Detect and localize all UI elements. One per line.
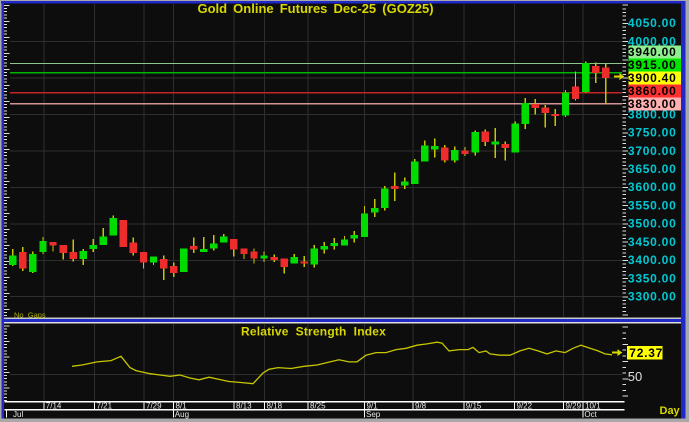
svg-text:7/21: 7/21: [97, 401, 113, 410]
svg-text:Oct: Oct: [584, 410, 597, 419]
svg-text:Jul: Jul: [13, 410, 23, 419]
svg-text:9/15: 9/15: [466, 401, 482, 410]
svg-text:8/1: 8/1: [176, 401, 188, 410]
svg-text:3350.00: 3350.00: [628, 271, 677, 285]
svg-text:4000.00: 4000.00: [628, 34, 677, 48]
svg-text:9/22: 9/22: [517, 401, 533, 410]
svg-text:8/25: 8/25: [310, 401, 326, 410]
svg-text:9/8: 9/8: [415, 401, 427, 410]
svg-text:7/14: 7/14: [46, 401, 62, 410]
svg-text:Relative Strength Index: Relative Strength Index: [241, 324, 386, 338]
svg-text:Gold Online Futures Dec-25 (GO: Gold Online Futures Dec-25 (GOZ25): [197, 1, 433, 16]
svg-text:Aug: Aug: [175, 410, 189, 419]
svg-text:3915.00: 3915.00: [628, 58, 677, 72]
svg-text:3940.00: 3940.00: [628, 45, 677, 59]
svg-text:50: 50: [628, 369, 642, 384]
svg-text:3900.40: 3900.40: [628, 71, 677, 85]
svg-text:3300.00: 3300.00: [628, 290, 677, 304]
svg-text:72.37: 72.37: [629, 346, 663, 360]
svg-text:3830.00: 3830.00: [628, 97, 677, 111]
svg-text:3860.00: 3860.00: [628, 84, 677, 98]
svg-text:3700.00: 3700.00: [628, 144, 677, 158]
svg-text:9/1: 9/1: [367, 401, 379, 410]
svg-text:3600.00: 3600.00: [628, 180, 677, 194]
svg-text:3450.00: 3450.00: [628, 235, 677, 249]
svg-text:3750.00: 3750.00: [628, 126, 677, 140]
svg-text:10/1: 10/1: [585, 401, 601, 410]
svg-text:9/29: 9/29: [566, 401, 582, 410]
svg-text:Sep: Sep: [366, 410, 381, 419]
svg-text:3550.00: 3550.00: [628, 198, 677, 212]
svg-text:No Gaps: No Gaps: [14, 310, 46, 319]
svg-text:3500.00: 3500.00: [628, 217, 677, 231]
svg-text:8/13: 8/13: [236, 401, 252, 410]
svg-text:3650.00: 3650.00: [628, 162, 677, 176]
svg-text:Day: Day: [660, 405, 681, 417]
svg-text:3400.00: 3400.00: [628, 253, 677, 267]
svg-text:8/18: 8/18: [267, 401, 283, 410]
svg-text:4050.00: 4050.00: [628, 16, 677, 30]
svg-text:7/29: 7/29: [146, 401, 162, 410]
svg-text:3800.00: 3800.00: [628, 107, 677, 121]
